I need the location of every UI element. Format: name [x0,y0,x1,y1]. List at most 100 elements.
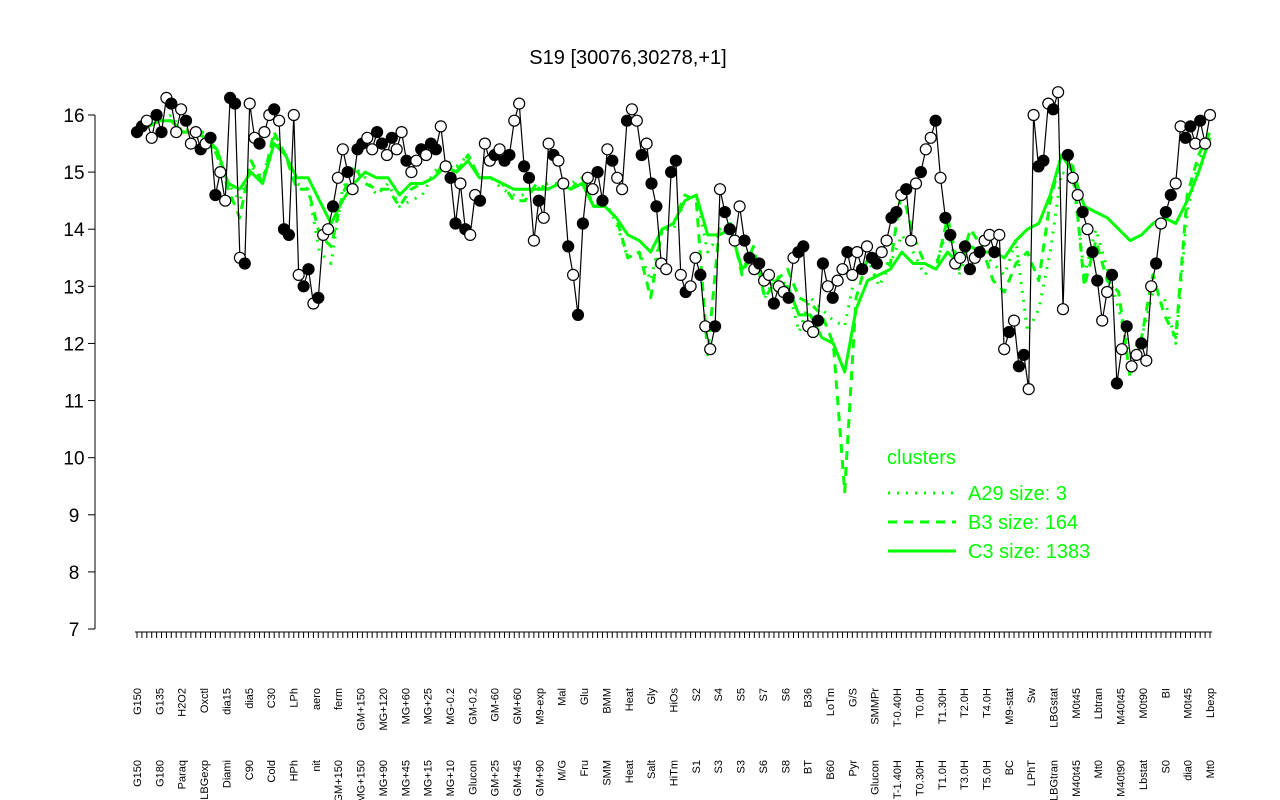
data-point [204,131,217,144]
data-point [175,103,188,116]
data-point [385,131,398,144]
x-tick-label: MG+150 [356,760,368,800]
data-point [380,148,393,162]
data-point [1169,177,1182,190]
x-tick-label: T3.0H [959,760,971,790]
data-point [586,183,599,196]
data-point [606,154,619,167]
data-point [743,251,756,264]
data-point [704,343,717,356]
data-point [454,177,467,190]
data-point [219,194,232,207]
data-point [287,108,300,122]
data-point [312,291,325,304]
x-tick-label: Heat [624,760,636,783]
x-tick-label: MG-0.2 [445,688,457,725]
x-tick-label: HPh [288,760,300,781]
data-point [674,268,687,281]
y-tick-label: 10 [63,449,84,470]
data-point [821,280,834,293]
data-point [851,246,864,259]
data-point [596,194,609,207]
data-point [1164,188,1177,202]
data-point [517,160,531,173]
x-tick-label: Glu [579,688,591,705]
data-point [508,114,521,127]
data-point [880,234,893,247]
data-point [718,206,732,219]
x-tick-label: MG+15 [423,760,435,796]
x-tick-label: dia15 [221,688,233,715]
x-tick-label: S6 [780,688,792,701]
data-point [1066,171,1079,184]
data-point [571,308,585,321]
data-point [650,200,663,213]
x-tick-label: Mt0 [1093,760,1105,778]
data-point [826,291,839,304]
data-point [179,114,193,127]
x-tick-label: nit [311,760,323,772]
data-point [434,120,447,133]
x-tick-label: LoTm [825,688,837,716]
data-point [1002,325,1016,339]
data-point [552,154,565,167]
data-point [214,166,227,179]
points-layer [130,86,1217,396]
x-axis: G150 G135 H2O2 Oxctl dia15 dia5 C30 LPh aero ferm… [132,631,1217,800]
data-point [1179,131,1192,144]
data-point [1091,274,1104,287]
x-tick-label: Sw [1026,688,1038,703]
x-tick-label: B60 [825,760,837,780]
x-tick-label: GM+60 [512,688,524,724]
x-tick-label: M40t90 [1116,760,1128,797]
x-tick-label: MG+10 [445,760,457,796]
data-point [1017,348,1030,361]
data-point [1154,217,1168,230]
data-point [268,103,281,116]
x-tick-label: S6 [758,760,770,773]
data-point [576,217,590,230]
x-tick-label: H2O2 [177,688,189,717]
data-point [875,246,888,259]
x-tick-label: G/S [847,688,859,707]
data-point [1194,114,1207,127]
data-point [1051,86,1065,99]
x-tick-label: Salt [646,760,658,779]
data-point [155,126,168,139]
x-tick-label: M40t45 [1116,688,1128,725]
data-point [395,126,408,139]
data-point [1047,103,1060,116]
x-tick-label: G150 [132,688,144,715]
x-tick-label: Glucon [870,760,882,795]
x-tick-label: Lbexp [1205,688,1217,718]
legend-label-2: B3 size: 164 [968,512,1078,534]
x-tick-label: S5 [736,688,748,701]
data-point [449,217,462,230]
data-point [855,263,869,276]
x-tick-label: HiTm [669,760,681,786]
x-tick-label: Oxctl [199,688,211,713]
data-point [371,126,384,139]
data-point [444,171,457,184]
data-point [297,280,310,293]
data-point [1027,108,1040,122]
data-point [870,257,883,270]
x-tick-label: GM+45 [512,760,524,796]
data-point [601,143,614,156]
x-tick-label: MG+120 [378,688,390,731]
data-point [625,103,639,116]
x-tick-label: dia5 [244,688,256,709]
data-point [1096,314,1109,327]
data-point [753,257,766,270]
x-tick-label: S8 [780,760,792,773]
x-tick-label: ferm [333,688,345,710]
data-point [1012,360,1026,373]
x-tick-label: LPhT [1026,760,1038,787]
x-tick-label: Paraq [177,760,189,789]
data-point [939,211,952,224]
data-point [944,228,957,241]
x-tick-label: MG+60 [400,688,412,724]
x-tick-label: SMMPr [870,688,882,725]
x-tick-label: MG+90 [378,760,390,796]
x-tick-label: dia0 [1183,760,1195,781]
